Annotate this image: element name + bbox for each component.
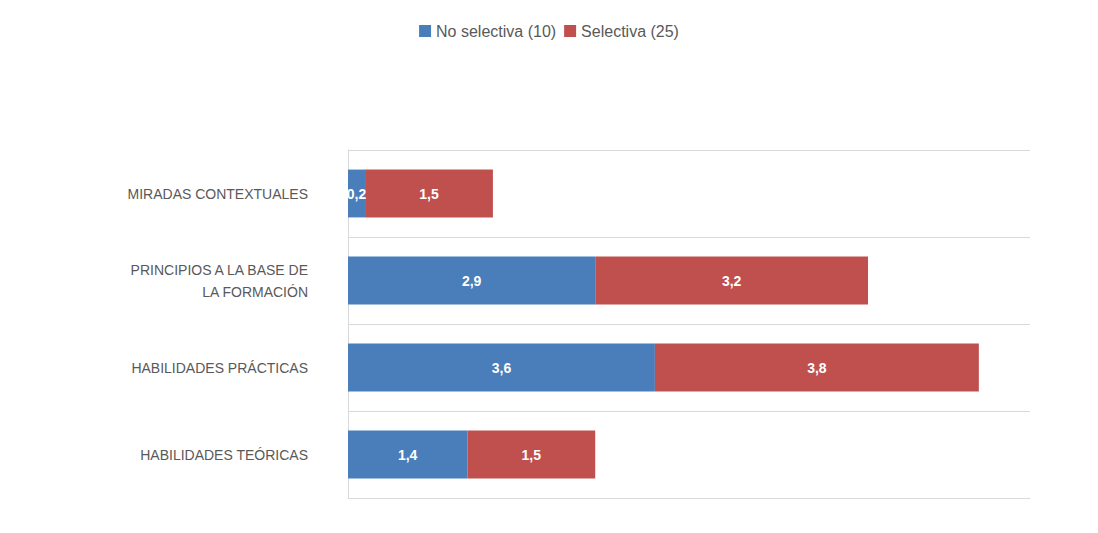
svg-text:3,8: 3,8 bbox=[807, 360, 827, 376]
svg-text:MIRADAS CONTEXTUALES: MIRADAS CONTEXTUALES bbox=[128, 186, 308, 202]
svg-text:1,5: 1,5 bbox=[419, 186, 439, 202]
svg-text:No selectiva (10): No selectiva (10) bbox=[436, 23, 556, 40]
svg-text:1,5: 1,5 bbox=[522, 447, 542, 463]
svg-text:3,6: 3,6 bbox=[492, 360, 512, 376]
svg-text:1,4: 1,4 bbox=[398, 447, 418, 463]
svg-text:HABILIDADES TEÓRICAS: HABILIDADES TEÓRICAS bbox=[140, 447, 308, 463]
svg-text:3,2: 3,2 bbox=[722, 273, 742, 289]
svg-text:PRINCIPIOS A LA BASE DE: PRINCIPIOS A LA BASE DE bbox=[131, 262, 308, 278]
svg-text:LA FORMACIÓN: LA FORMACIÓN bbox=[202, 284, 308, 300]
svg-text:2,9: 2,9 bbox=[462, 273, 482, 289]
svg-text:HABILIDADES PRÁCTICAS: HABILIDADES PRÁCTICAS bbox=[131, 360, 308, 376]
svg-text:0,2: 0,2 bbox=[347, 186, 367, 202]
svg-text:Selectiva (25): Selectiva (25) bbox=[581, 23, 679, 40]
